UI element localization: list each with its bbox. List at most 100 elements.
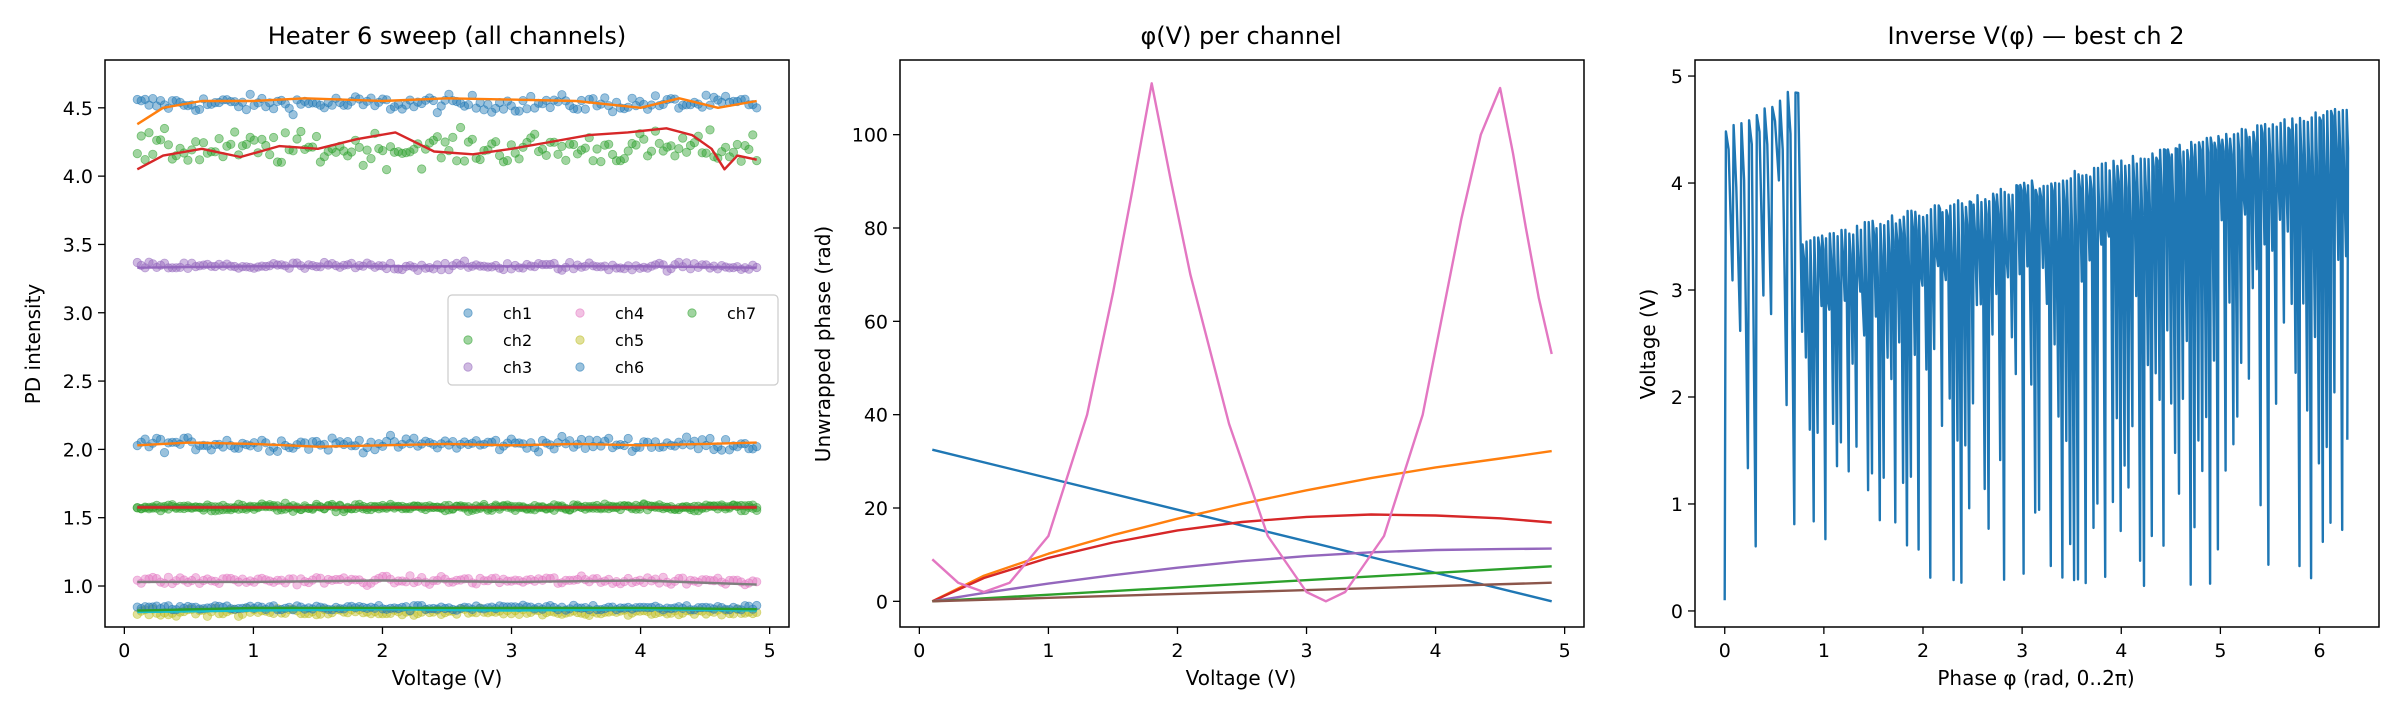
scatter-point-ch1	[572, 104, 583, 114]
legend-marker-ch7	[687, 308, 697, 318]
scatter-point-ch1	[463, 100, 473, 110]
panel-3-xlabel: Phase φ (rad, 0..2π)	[1937, 666, 2134, 690]
legend-label-ch5: ch5	[615, 331, 644, 350]
legend-marker-ch6	[575, 362, 585, 372]
scatter-point-ch1	[580, 104, 590, 114]
scatter-point-ch2	[553, 149, 563, 159]
legend-label-ch3: ch3	[503, 358, 532, 377]
panel-2-title: φ(V) per channel	[1140, 22, 1341, 50]
x-tick-label: 3	[1300, 640, 1312, 662]
scatter-point-ch2	[214, 134, 224, 144]
y-tick-label: 0	[1671, 601, 1683, 623]
scatter-point-ch2	[619, 154, 629, 164]
scatter-point-ch1	[268, 104, 279, 114]
scatter-point-ch2	[752, 156, 762, 166]
x-tick-label: 6	[2313, 640, 2325, 662]
panel-1-frame	[104, 59, 790, 628]
scatter-point-ch2	[646, 146, 657, 156]
smoothed-line	[136, 127, 757, 171]
x-tick-label: 1	[1042, 640, 1054, 662]
y-tick-label: 4.5	[63, 98, 93, 120]
legend-label-ch7: ch7	[727, 304, 756, 323]
scatter-point-ch2	[666, 141, 676, 151]
scatter-point-ch1	[623, 433, 633, 444]
scatter-point-ch2	[366, 154, 376, 164]
scatter-point-ch2	[459, 156, 470, 166]
scatter-point-ch2	[249, 135, 259, 145]
scatter-point-ch2	[378, 146, 388, 156]
scatter-point-ch2	[159, 123, 170, 134]
scatter-point-ch2	[362, 145, 372, 155]
scatter-point-ch2	[132, 149, 142, 159]
legend-marker-ch3	[463, 362, 473, 372]
smoothed-line	[136, 97, 757, 126]
scatter-point-ch2	[604, 139, 614, 149]
scatter-point-ch1	[752, 441, 762, 452]
x-tick-label: 2	[376, 640, 388, 662]
scatter-point-ch1	[498, 104, 509, 114]
scatter-point-ch1	[705, 433, 715, 444]
scatter-point-ch2	[541, 150, 551, 160]
scatter-point-ch2	[631, 140, 641, 150]
y-tick-label: 80	[864, 218, 888, 240]
scatter-point-ch1	[600, 93, 610, 103]
scatter-point-ch2	[354, 142, 364, 152]
y-tick-label: 3	[1671, 280, 1683, 302]
scatter-point-ch1	[409, 433, 419, 443]
scatter-point-ch2	[163, 140, 173, 150]
scatter-point-ch2	[623, 146, 633, 156]
scatter-point-ch2	[736, 156, 746, 166]
y-tick-label: 3.5	[63, 234, 93, 256]
scatter-point-ch1	[491, 435, 501, 445]
scatter-point-ch1	[557, 431, 567, 442]
scatter-point-ch1	[701, 90, 711, 100]
scatter-point-ch1	[483, 99, 493, 110]
legend-box	[447, 294, 779, 386]
scatter-point-ch1	[607, 107, 618, 117]
panel-3-ticks: 0 1 2 3 4 5 6 0 1 2 3 4 5	[1671, 66, 2326, 662]
scatter-point-ch1	[627, 93, 637, 103]
scatter-point-ch2	[455, 122, 466, 133]
y-tick-label: 2	[1671, 387, 1683, 409]
legend-label-ch1: ch1	[503, 304, 532, 323]
scatter-point-ch2	[502, 156, 512, 166]
scatter-point-ch2	[491, 137, 501, 147]
scatter-point-ch2	[440, 137, 450, 147]
scatter-point-ch2	[639, 134, 649, 144]
scatter-point-ch2	[195, 155, 205, 165]
scatter-point-ch1	[693, 444, 703, 454]
scatter-point-ch1	[580, 443, 590, 453]
legend-label-ch6: ch6	[615, 358, 644, 377]
scatter-point-ch2	[191, 137, 201, 147]
x-tick-label: 0	[1719, 640, 1731, 662]
scatter-point-ch1	[545, 102, 555, 113]
scatter-point-ch2	[156, 135, 166, 145]
phase-line-blue	[932, 448, 1552, 603]
scatter-point-ch2	[748, 130, 758, 140]
x-tick-label: 5	[1559, 640, 1571, 662]
scatter-point-ch2	[296, 126, 306, 137]
panel-3-frame	[1694, 59, 2380, 628]
x-tick-label: 2	[1917, 640, 1929, 662]
legend-marker-ch4	[575, 308, 585, 318]
x-tick-label: 3	[2016, 640, 2028, 662]
phase-line-green	[932, 565, 1552, 603]
panel-1-title: Heater 6 sweep (all channels)	[268, 22, 627, 50]
scatter-point-ch2	[732, 139, 742, 150]
scatter-point-ch1	[752, 103, 762, 113]
scatter-point-ch2	[475, 154, 485, 165]
scatter-point-ch1	[272, 446, 283, 456]
scatter-point-ch2	[467, 134, 477, 144]
smoothed-line	[137, 579, 757, 586]
x-tick-label: 1	[1818, 640, 1830, 662]
legend-entries: ch1 ch2 ch3 ch4 ch5 ch6 ch7	[463, 304, 756, 377]
x-tick-label: 4	[2115, 640, 2127, 662]
inverse-voltage-line	[1723, 90, 2350, 601]
panel-1-xlabel: Voltage (V)	[392, 666, 503, 690]
y-tick-label: 1	[1671, 494, 1683, 516]
scatter-point-ch2	[561, 155, 571, 165]
x-tick-label: 4	[635, 640, 647, 662]
y-tick-label: 20	[864, 498, 888, 520]
panel-1-plot-area	[132, 89, 762, 621]
scatter-point-ch2	[674, 144, 684, 154]
